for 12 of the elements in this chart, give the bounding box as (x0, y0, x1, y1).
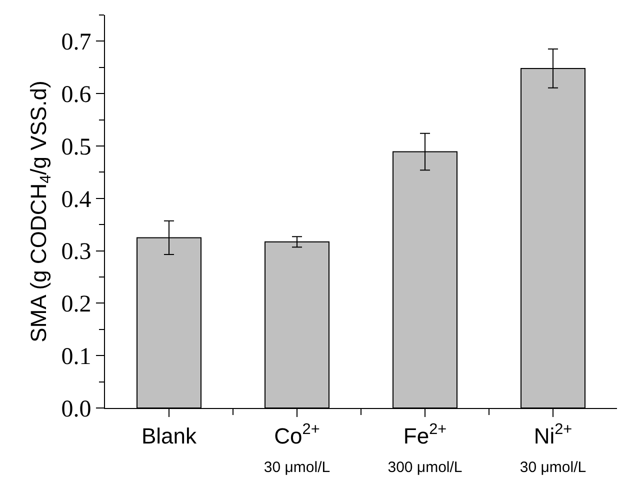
y-tick-label: 0.4 (61, 186, 92, 213)
y-tick-label: 0.3 (61, 239, 92, 266)
text: 0.0 (61, 396, 92, 422)
category-label: Co$^{2+}$ 30 μmol/L (264, 421, 330, 476)
x-tick-label: Blank (141, 423, 198, 448)
y-tick-label: 0.6 (61, 82, 92, 108)
y-tick-label: 0.7 (61, 30, 92, 56)
y-tick-label: 0.2 (61, 292, 92, 318)
y-tick-label: 0.5 (61, 134, 92, 160)
y-tick-label: 0.1 (61, 344, 92, 370)
category-label: Fe$^{2+}$ 300 μmol/L (388, 421, 462, 476)
category-label: Ni$^{2+}$ 30 μmol/L (520, 421, 586, 476)
